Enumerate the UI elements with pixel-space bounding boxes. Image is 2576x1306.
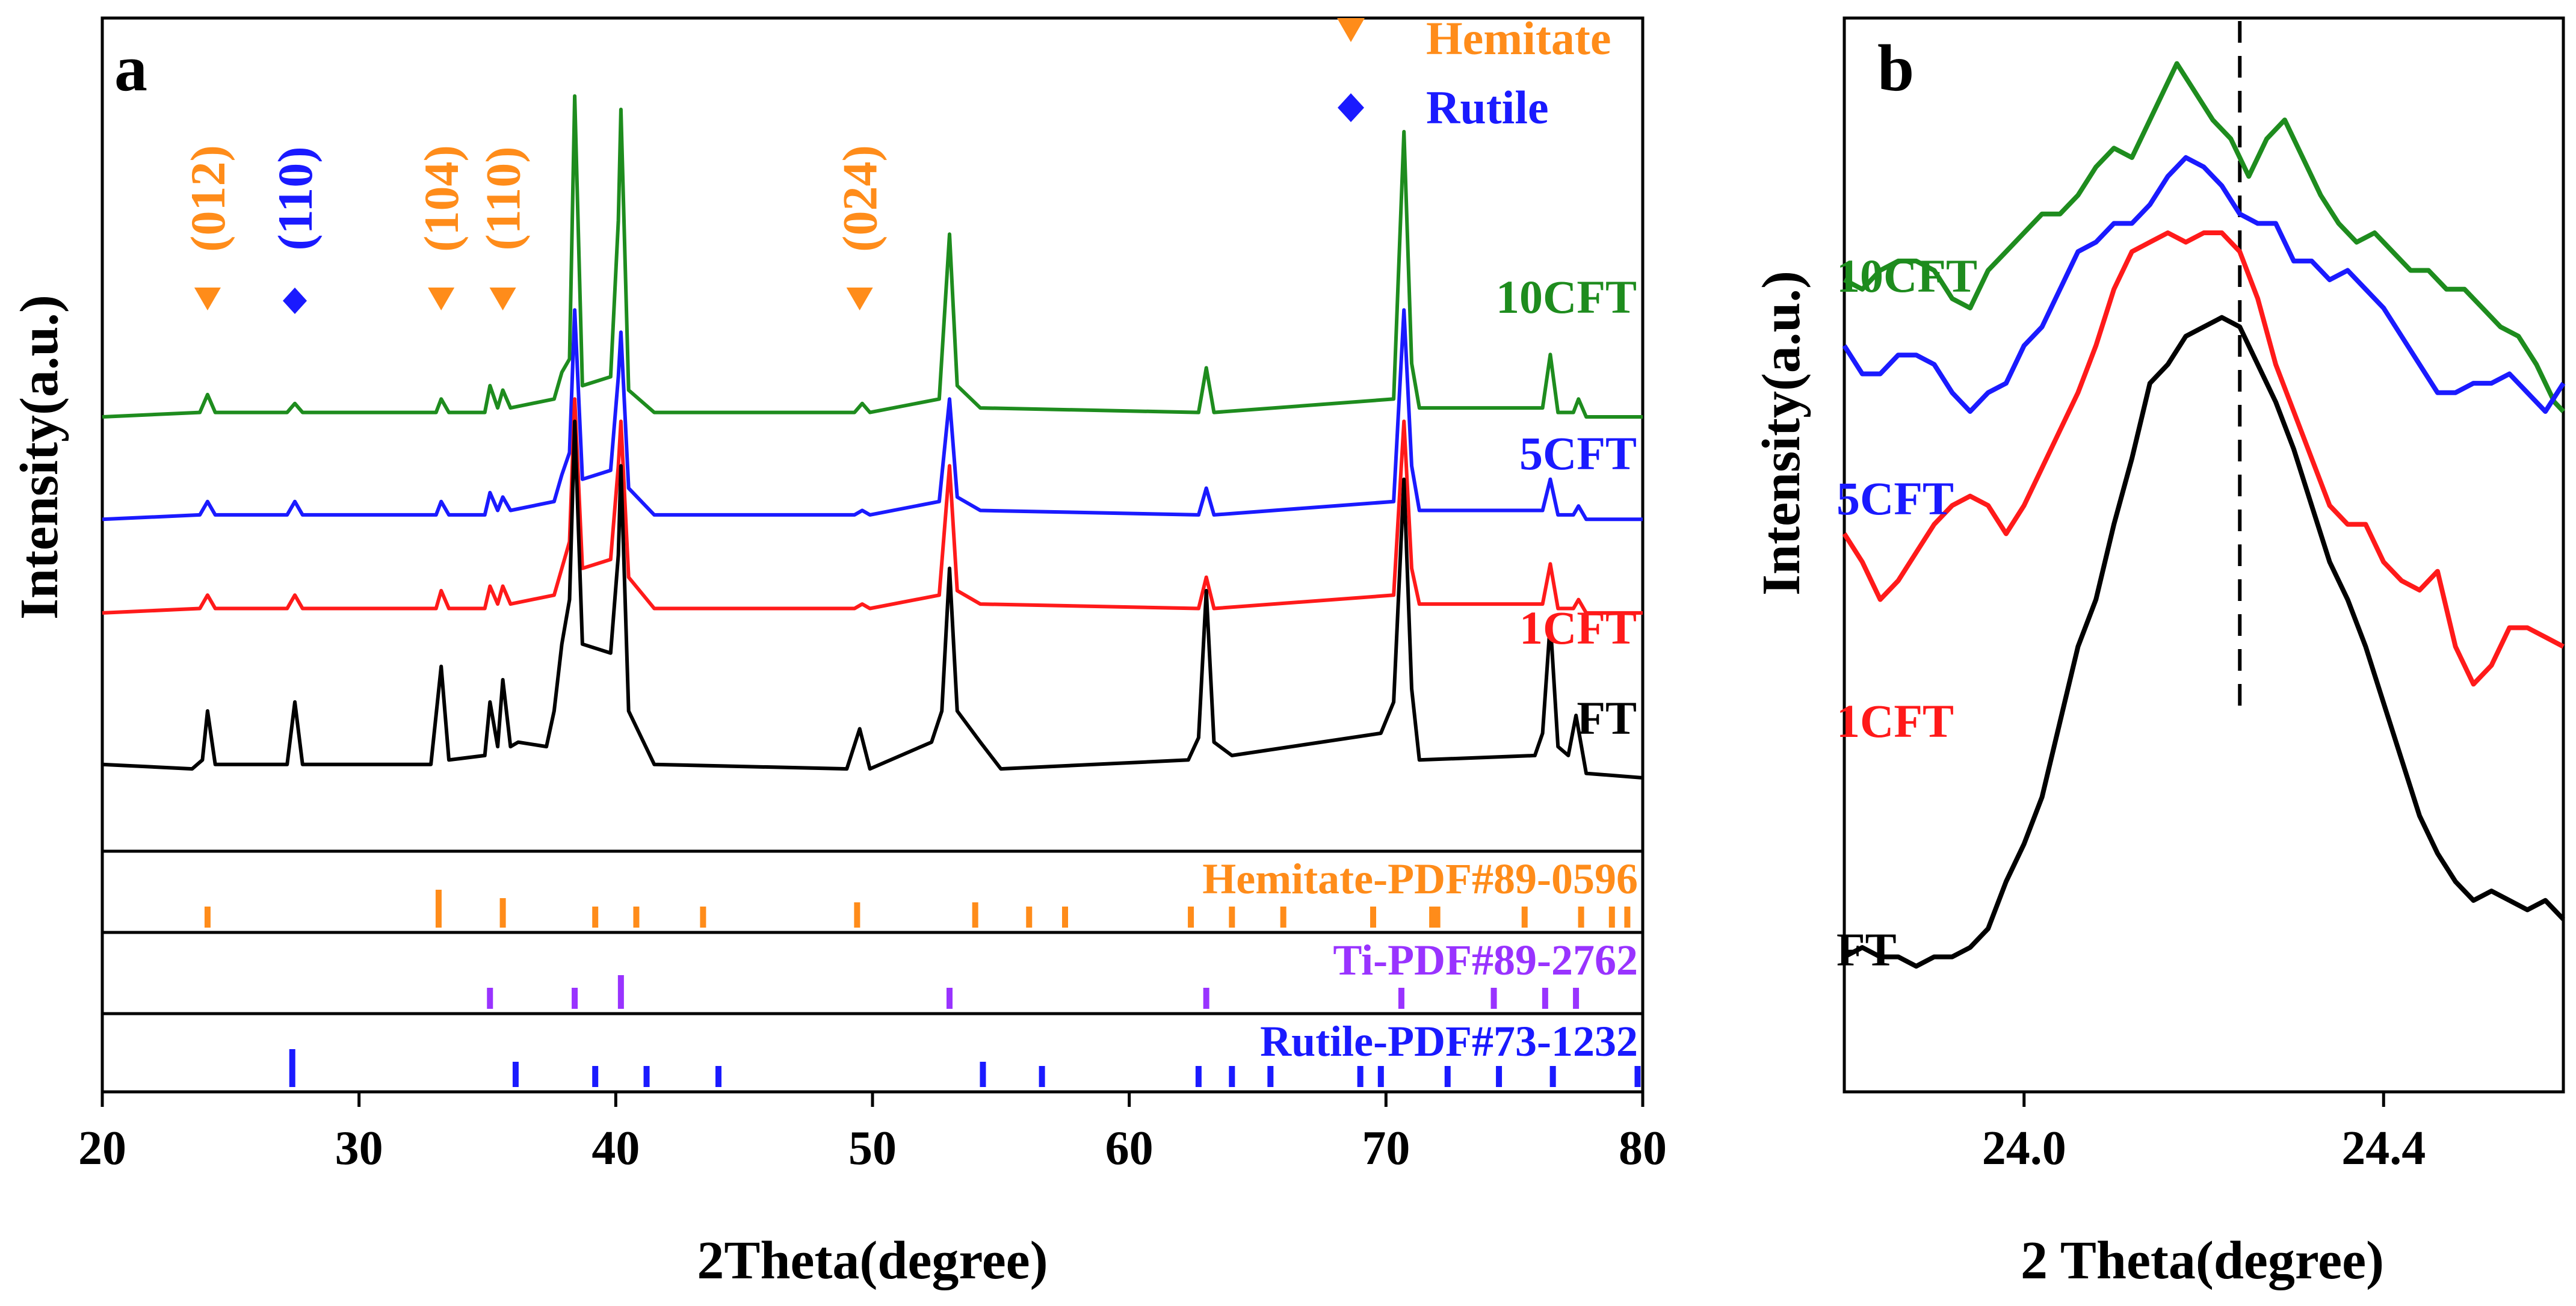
x-tick-label: 30 [335,1122,383,1175]
panel-a-reference-panels: Hemitate-PDF#89-0596 Ti-PDF#89-2762 Rutile… [204,855,1641,1087]
peak-annotation-label: (012) [181,145,235,252]
legend-label: Rutile [1426,81,1549,134]
rutile-diamond-marker [283,288,307,314]
hemitate-triangle-marker [194,288,221,310]
panel-a-series-labels: 10CFT 5CFT 1CFT FT [1496,271,1637,744]
peak-annotation-1: (110) [268,146,323,314]
b-series-label-10CFT: 10CFT [1836,250,1977,302]
legend-triangle-icon [1337,18,1365,42]
x-tick-label: 70 [1362,1122,1410,1175]
b-series-label-1CFT: 1CFT [1836,695,1954,747]
series-label-10CFT: 10CFT [1496,271,1637,323]
reference-panel-0: Hemitate-PDF#89-0596 [204,855,1638,928]
panel-b-series-labels: 10CFT 5CFT 1CFT FT [1836,250,1977,976]
panel-a-x-ticks: 20 30 40 50 60 70 80 [78,1092,1667,1175]
b-x-tick-label: 24.4 [2341,1122,2426,1175]
legend-item-rutile: Rutile [1338,81,1549,134]
hemitate-triangle-marker [846,288,873,310]
peak-annotation-label: (110) [268,146,323,250]
peak-annotation-label: (024) [833,145,888,252]
hemitate-triangle-marker [489,288,516,310]
b-series-label-FT: FT [1836,923,1897,976]
reference-panel-2: Rutile-PDF#73-1232 [289,1017,1641,1087]
reference-panel-label: Hemitate-PDF#89-0596 [1202,855,1638,903]
hemitate-triangle-marker [428,288,455,310]
x-tick-label: 40 [591,1122,640,1175]
series-line-FT [102,419,1643,780]
b-series-line-FT [1843,315,2565,969]
panel-a-peak-annotations: (012) (110) (104) (110) (024) [181,145,888,314]
x-tick-label: 50 [848,1122,897,1175]
panel-a-y-label: Intensity(a.u.) [10,295,69,620]
peak-annotation-3: (110) [476,146,531,310]
series-label-FT: FT [1577,692,1637,744]
series-label-5CFT: 5CFT [1519,427,1637,479]
panel-b-frame [1842,16,2565,1094]
peak-annotation-label: (110) [476,146,531,250]
b-series-line-5CFT [1842,155,2566,414]
peak-annotation-0: (012) [181,145,235,310]
panel-a-letter: a [114,31,147,105]
panel-a-series [102,94,1643,780]
series-line-1CFT [102,397,1643,615]
x-tick-label: 60 [1105,1122,1154,1175]
legend-diamond-icon [1338,93,1364,122]
panel-b: b 10CFT 5CFT 1CFT FT 24.0 24.4 2 Theta(degre… [1752,16,2566,1290]
panel-a-legend: Hemitate Rutile [1337,12,1611,134]
panel-b-x-label: 2 Theta(degree) [2021,1231,2384,1290]
panel-b-y-label: Intensity(a.u.) [1752,271,1811,596]
panel-a-x-label: 2Theta(degree) [697,1231,1048,1290]
series-line-5CFT [102,308,1643,522]
series-label-1CFT: 1CFT [1519,602,1637,654]
panel-b-x-ticks: 24.0 24.4 [1982,1092,2426,1175]
x-tick-label: 20 [78,1122,126,1175]
panel-b-series [1842,21,2566,969]
panel-b-letter: b [1877,31,1914,105]
b-x-tick-label: 24.0 [1982,1122,2066,1175]
reference-panel-label: Ti-PDF#89-2762 [1333,936,1638,984]
peak-annotation-label: (104) [414,145,469,252]
b-series-line-10CFT [1843,61,2565,413]
peak-annotation-2: (104) [414,145,469,310]
reference-panel-label: Rutile-PDF#73-1232 [1260,1017,1638,1065]
reference-panel-1: Ti-PDF#89-2762 [487,936,1638,1009]
b-series-label-5CFT: 5CFT [1836,472,1954,525]
peak-annotation-4: (024) [833,145,888,310]
legend-item-hemitate: Hemitate [1337,12,1611,64]
series-line-10CFT [102,94,1643,419]
legend-label: Hemitate [1426,12,1611,64]
b-series-line-1CFT [1842,230,2565,687]
x-tick-label: 80 [1619,1122,1667,1175]
